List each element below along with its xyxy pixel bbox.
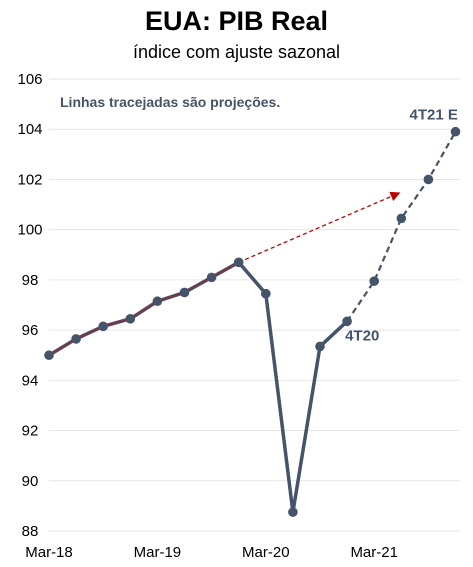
y-tick-label: 96 — [22, 322, 39, 339]
data-point — [450, 126, 461, 137]
trend-arrow — [238, 191, 401, 263]
point-annotation: 4T21 E — [410, 107, 458, 124]
y-tick-label: 100 — [17, 222, 42, 239]
x-axis-ticks: Mar-18 Mar-19 Mar-20 Mar-21 — [25, 544, 398, 561]
actual-series-line — [48, 260, 349, 514]
data-point — [179, 287, 190, 298]
projection-series-line — [346, 131, 457, 322]
x-tick-label: Mar-20 — [242, 544, 290, 561]
data-point — [288, 507, 298, 517]
data-point — [233, 257, 244, 268]
y-tick-label: 92 — [22, 423, 39, 440]
data-point — [261, 288, 271, 299]
data-point — [44, 350, 54, 361]
data-point — [396, 213, 407, 224]
y-tick-label: 98 — [22, 272, 39, 289]
data-point — [342, 316, 352, 327]
y-axis-ticks: 88 90 92 94 96 98 100 102 104 106 — [17, 71, 42, 540]
data-point — [423, 174, 434, 185]
data-point — [315, 341, 325, 352]
trend-overlay-line — [48, 261, 240, 356]
projection-note: Linhas tracejadas são projeções. — [60, 94, 280, 110]
x-tick-label: Mar-19 — [134, 544, 182, 561]
data-point — [152, 296, 163, 307]
y-tick-label: 94 — [22, 372, 39, 389]
data-point — [206, 272, 217, 283]
chart-subtitle: índice com ajuste sazonal — [132, 42, 341, 62]
data-point — [98, 321, 108, 332]
y-tick-label: 102 — [17, 171, 42, 188]
y-tick-label: 90 — [22, 473, 39, 490]
series — [44, 126, 461, 517]
y-tick-label: 104 — [17, 121, 42, 138]
annotations: 4T20 4T21 E — [345, 107, 458, 345]
chart-title: EUA: PIB Real — [144, 6, 329, 36]
data-point — [369, 276, 380, 286]
point-annotation: 4T20 — [345, 327, 379, 344]
y-tick-label: 106 — [17, 71, 42, 88]
y-tick-label: 88 — [22, 523, 39, 540]
data-point — [125, 314, 136, 324]
data-point — [71, 334, 81, 344]
x-tick-label: Mar-18 — [25, 544, 73, 561]
gridlines — [49, 78, 460, 532]
x-tick-label: Mar-21 — [350, 544, 398, 561]
